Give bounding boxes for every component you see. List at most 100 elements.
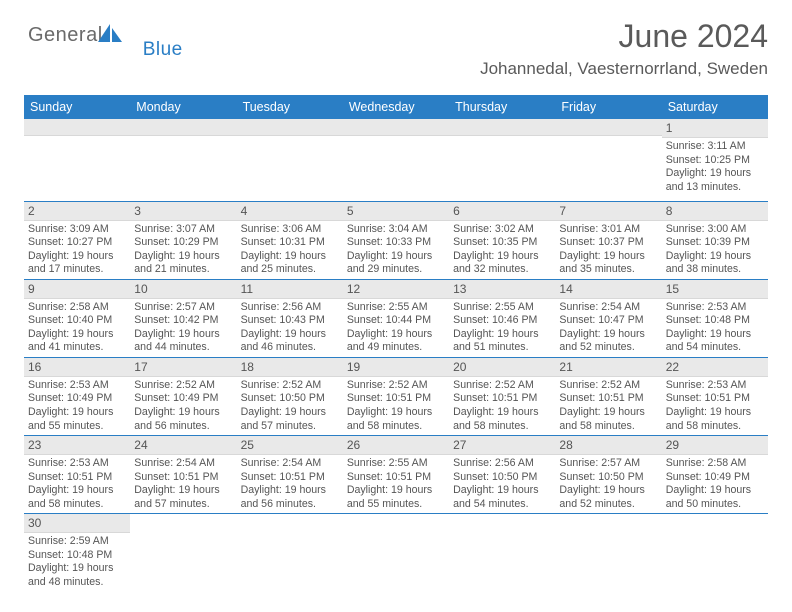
daylight-line: Daylight: 19 hours and 57 minutes. — [134, 484, 219, 510]
calendar-cell: 18Sunrise: 2:52 AMSunset: 10:50 PMDaylig… — [237, 357, 343, 435]
day-number: 16 — [24, 358, 130, 377]
day-number: 12 — [343, 280, 449, 299]
weekday-header-row: SundayMondayTuesdayWednesdayThursdayFrid… — [24, 95, 768, 119]
sunrise-line: Sunrise: 2:56 AM — [453, 457, 534, 469]
calendar-cell — [555, 119, 661, 201]
sunrise-line: Sunrise: 3:04 AM — [347, 223, 428, 235]
day-details: Sunrise: 2:54 AMSunset: 10:47 PMDaylight… — [555, 299, 661, 357]
calendar-cell: 27Sunrise: 2:56 AMSunset: 10:50 PMDaylig… — [449, 436, 555, 514]
day-details: Sunrise: 2:53 AMSunset: 10:49 PMDaylight… — [24, 377, 130, 435]
calendar-cell: 9Sunrise: 2:58 AMSunset: 10:40 PMDayligh… — [24, 279, 130, 357]
calendar-row: 23Sunrise: 2:53 AMSunset: 10:51 PMDaylig… — [24, 436, 768, 514]
sunrise-line: Sunrise: 3:09 AM — [28, 223, 109, 235]
daylight-line: Daylight: 19 hours and 13 minutes. — [666, 167, 751, 193]
day-number: 26 — [343, 436, 449, 455]
daylight-line: Daylight: 19 hours and 54 minutes. — [453, 484, 538, 510]
sunrise-line: Sunrise: 3:07 AM — [134, 223, 215, 235]
sunset-line: Sunset: 10:43 PM — [241, 314, 325, 326]
sunset-line: Sunset: 10:46 PM — [453, 314, 537, 326]
daylight-line: Daylight: 19 hours and 58 minutes. — [28, 484, 113, 510]
daylight-line: Daylight: 19 hours and 17 minutes. — [28, 250, 113, 276]
calendar-cell: 2Sunrise: 3:09 AMSunset: 10:27 PMDayligh… — [24, 201, 130, 279]
daylight-line: Daylight: 19 hours and 46 minutes. — [241, 328, 326, 354]
day-details: Sunrise: 3:00 AMSunset: 10:39 PMDaylight… — [662, 221, 768, 279]
sunset-line: Sunset: 10:51 PM — [347, 471, 431, 483]
sunset-line: Sunset: 10:51 PM — [134, 471, 218, 483]
daylight-line: Daylight: 19 hours and 44 minutes. — [134, 328, 219, 354]
weekday-header: Monday — [130, 95, 236, 119]
day-number: 17 — [130, 358, 236, 377]
calendar-cell: 13Sunrise: 2:55 AMSunset: 10:46 PMDaylig… — [449, 279, 555, 357]
day-number: 5 — [343, 202, 449, 221]
sunrise-line: Sunrise: 3:11 AM — [666, 140, 746, 152]
daylight-line: Daylight: 19 hours and 29 minutes. — [347, 250, 432, 276]
sunset-line: Sunset: 10:35 PM — [453, 236, 537, 248]
sunset-line: Sunset: 10:50 PM — [559, 471, 643, 483]
calendar-cell — [343, 514, 449, 592]
day-details: Sunrise: 3:04 AMSunset: 10:33 PMDaylight… — [343, 221, 449, 279]
day-number: 24 — [130, 436, 236, 455]
day-details: Sunrise: 3:01 AMSunset: 10:37 PMDaylight… — [555, 221, 661, 279]
calendar-cell: 30Sunrise: 2:59 AMSunset: 10:48 PMDaylig… — [24, 514, 130, 592]
sunrise-line: Sunrise: 2:53 AM — [666, 379, 747, 391]
calendar-row: 1 Sunrise: 3:11 AM Sunset: 10:25 PMDayligh… — [24, 119, 768, 201]
sunset-line: Sunset: 10:50 PM — [453, 471, 537, 483]
calendar-cell — [237, 514, 343, 592]
daylight-line: Daylight: 19 hours and 48 minutes. — [28, 562, 113, 588]
daylight-line: Daylight: 19 hours and 58 minutes. — [559, 406, 644, 432]
day-details: Sunrise: 2:53 AMSunset: 10:51 PMDaylight… — [24, 455, 130, 513]
sunrise-line: Sunrise: 3:02 AM — [453, 223, 534, 235]
sunset-line: Sunset: 10:49 PM — [28, 392, 112, 404]
daylight-line: Daylight: 19 hours and 56 minutes. — [241, 484, 326, 510]
sunset-line: Sunset: 10:49 PM — [134, 392, 218, 404]
calendar-cell — [130, 119, 236, 201]
calendar-cell: 6Sunrise: 3:02 AMSunset: 10:35 PMDayligh… — [449, 201, 555, 279]
sunrise-line: Sunrise: 2:57 AM — [559, 457, 640, 469]
calendar-body: 1Sunrise: 3:11 AMSunset: 10:25 PMDayligh… — [24, 119, 768, 592]
calendar-cell: 16Sunrise: 2:53 AMSunset: 10:49 PMDaylig… — [24, 357, 130, 435]
calendar-cell: 24 Sunrise: 2:54 AM Sunset: 10:51 PMDaylig… — [130, 436, 236, 514]
day-number: 22 — [662, 358, 768, 377]
calendar-cell: 5Sunrise: 3:04 AMSunset: 10:33 PMDayligh… — [343, 201, 449, 279]
sunset-line: Sunset: 10:25 PM — [666, 154, 750, 166]
calendar-cell — [449, 119, 555, 201]
sunrise-line: Sunrise: 3:01 AM — [559, 223, 640, 235]
calendar-row: 9Sunrise: 2:58 AMSunset: 10:40 PMDayligh… — [24, 279, 768, 357]
day-details: Sunrise: 3:09 AMSunset: 10:27 PMDaylight… — [24, 221, 130, 279]
sunset-line: Sunset: 10:51 PM — [241, 471, 325, 483]
day-number-empty — [555, 119, 661, 136]
calendar-cell: 10Sunrise: 2:57 AMSunset: 10:42 PMDaylig… — [130, 279, 236, 357]
day-number: 13 — [449, 280, 555, 299]
day-details: Sunrise: 2:54 AM Sunset: 10:51 PMDaylight… — [130, 455, 236, 513]
day-details: Sunrise: 2:56 AMSunset: 10:43 PM Daylight… — [237, 299, 343, 357]
daylight-line: Daylight: 19 hours and 58 minutes. — [453, 406, 538, 432]
sunset-line: Sunset: 10:31 PM — [241, 236, 325, 248]
calendar-cell — [130, 514, 236, 592]
sunrise-line: Sunrise: 2:55 AM — [347, 301, 428, 313]
day-number: 1 — [662, 119, 768, 138]
daylight-line: Daylight: 19 hours and 21 minutes. — [134, 250, 219, 276]
day-number-empty — [237, 119, 343, 136]
day-number-empty — [449, 119, 555, 136]
daylight-line: Daylight: 19 hours and 57 minutes. — [241, 406, 326, 432]
sunrise-line: Sunrise: 2:54 AM — [134, 457, 215, 469]
sunset-line: Sunset: 10:44 PM — [347, 314, 431, 326]
calendar-cell: 22Sunrise: 2:53 AMSunset: 10:51 PMDaylig… — [662, 357, 768, 435]
calendar-cell: 8Sunrise: 3:00 AMSunset: 10:39 PMDayligh… — [662, 201, 768, 279]
day-number: 11 — [237, 280, 343, 299]
sunrise-line: Sunrise: 2:56 AM — [241, 301, 322, 313]
sunrise-line: Sunrise: 2:52 AM — [347, 379, 428, 391]
daylight-line: Daylight: 19 hours and 51 minutes. — [453, 328, 538, 354]
sunrise-line: Sunrise: 3:00 AM — [666, 223, 747, 235]
calendar-cell: 29Sunrise: 2:58 AMSunset: 10:49 PMDaylig… — [662, 436, 768, 514]
day-details: Sunrise: 2:52 AMSunset: 10:51 PMDaylight… — [343, 377, 449, 435]
calendar-cell: 15Sunrise: 2:53 AMSunset: 10:48 PMDaylig… — [662, 279, 768, 357]
daylight-line: Daylight: 19 hours and 58 minutes. — [666, 406, 751, 432]
day-details: Sunrise: 2:57 AMSunset: 10:42 PMDaylight… — [130, 299, 236, 357]
calendar-cell — [237, 119, 343, 201]
daylight-line: Daylight: 19 hours and 41 minutes. — [28, 328, 113, 354]
sunrise-line: Sunrise: 2:57 AM — [134, 301, 215, 313]
sunset-line: Sunset: 10:39 PM — [666, 236, 750, 248]
weekday-header: Saturday — [662, 95, 768, 119]
day-number: 30 — [24, 514, 130, 533]
